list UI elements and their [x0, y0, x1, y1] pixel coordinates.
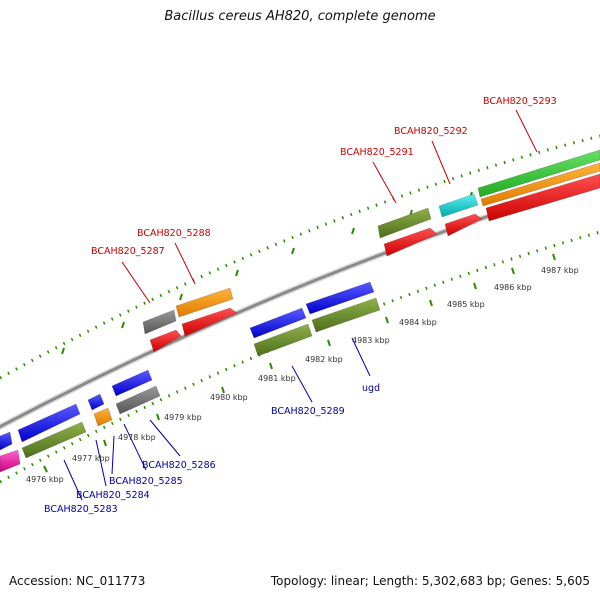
gene-label-5288[interactable]: BCAH820_5288 — [137, 228, 211, 239]
gene-red-fwd-d[interactable] — [444, 213, 483, 237]
scale-label-4982: 4982 kbp — [305, 355, 343, 364]
gene-olive-rev-a[interactable] — [21, 421, 87, 459]
gene-blue-rev-e[interactable] — [249, 307, 307, 339]
scale-label-4987: 4987 kbp — [541, 266, 579, 275]
gene-label-5287[interactable]: BCAH820_5287 — [91, 246, 165, 257]
scale-label-4979: 4979 kbp — [164, 413, 202, 422]
gene-label-5285[interactable]: BCAH820_5285 — [109, 476, 183, 487]
scale-label-4981: 4981 kbp — [258, 374, 296, 383]
gene-red-fwd-b[interactable] — [181, 307, 238, 337]
gene-orange-fwd-b[interactable] — [480, 162, 600, 207]
reverse-genes — [0, 281, 381, 473]
gene-label-5292[interactable]: BCAH820_5292 — [394, 126, 468, 137]
gene-blue-rev-a[interactable] — [0, 431, 13, 451]
gene-label-5293[interactable]: BCAH820_5293 — [483, 96, 557, 107]
lower-tick-track — [0, 230, 600, 484]
gene-label-5289[interactable]: BCAH820_5289 — [271, 406, 345, 417]
scale-label-4976: 4976 kbp — [26, 475, 64, 484]
gene-olive-fwd[interactable] — [377, 207, 432, 239]
leader-lines — [63, 109, 538, 501]
gene-blue-rev-b[interactable] — [17, 403, 81, 443]
gene-orange-fwd[interactable] — [175, 287, 234, 318]
gene-orange-rev[interactable] — [93, 407, 113, 427]
scale-label-4985: 4985 kbp — [447, 300, 485, 309]
scale-label-4980: 4980 kbp — [210, 393, 248, 402]
gene-blue-rev-c[interactable] — [87, 393, 105, 411]
scale-label-4978: 4978 kbp — [118, 433, 156, 442]
gene-label-5283[interactable]: BCAH820_5283 — [44, 504, 118, 515]
gene-red-fwd-a[interactable] — [149, 329, 182, 353]
gene-label-5291[interactable]: BCAH820_5291 — [340, 147, 414, 158]
upper-tick-track — [0, 134, 600, 380]
gene-cyan-fwd[interactable] — [438, 193, 479, 218]
gene-label-5284[interactable]: BCAH820_5284 — [76, 490, 150, 501]
scale-label-4983: 4983 kbp — [352, 336, 390, 345]
scale-label-4977: 4977 kbp — [72, 454, 110, 463]
gene-olive-rev-c[interactable] — [311, 297, 381, 333]
gene-gray-fwd[interactable] — [142, 309, 177, 335]
reverse-gene-labels: BCAH820_5283 BCAH820_5284 BCAH820_5285 B… — [44, 383, 380, 515]
major-ticks — [43, 175, 556, 473]
gene-red-fwd-e[interactable] — [485, 173, 600, 222]
scale-labels: 4976 kbp 4977 kbp 4978 kbp 4979 kbp 4980… — [26, 266, 579, 484]
gene-red-fwd-c[interactable] — [383, 227, 438, 257]
map-title: Bacillus cereus AH820, complete genome — [164, 9, 436, 24]
gene-gray-rev[interactable] — [115, 385, 161, 415]
gene-blue-rev-f[interactable] — [305, 281, 375, 315]
genome-backbone — [0, 177, 600, 431]
accession-text: Accession: NC_011773 — [9, 574, 146, 588]
gene-green-fwd[interactable] — [477, 149, 600, 198]
genome-summary-text: Topology: linear; Length: 5,302,683 bp; … — [270, 574, 590, 588]
forward-genes — [142, 149, 600, 353]
gene-label-ugd[interactable]: ugd — [362, 383, 380, 394]
scale-label-4984: 4984 kbp — [399, 318, 437, 327]
gene-olive-rev-b[interactable] — [253, 323, 313, 357]
scale-label-4986: 4986 kbp — [494, 283, 532, 292]
gene-label-5286[interactable]: BCAH820_5286 — [142, 460, 216, 471]
gene-magenta-rev[interactable] — [0, 449, 21, 473]
gene-blue-rev-d[interactable] — [111, 369, 153, 397]
forward-gene-labels: BCAH820_5287 BCAH820_5288 BCAH820_5291 B… — [91, 96, 557, 257]
